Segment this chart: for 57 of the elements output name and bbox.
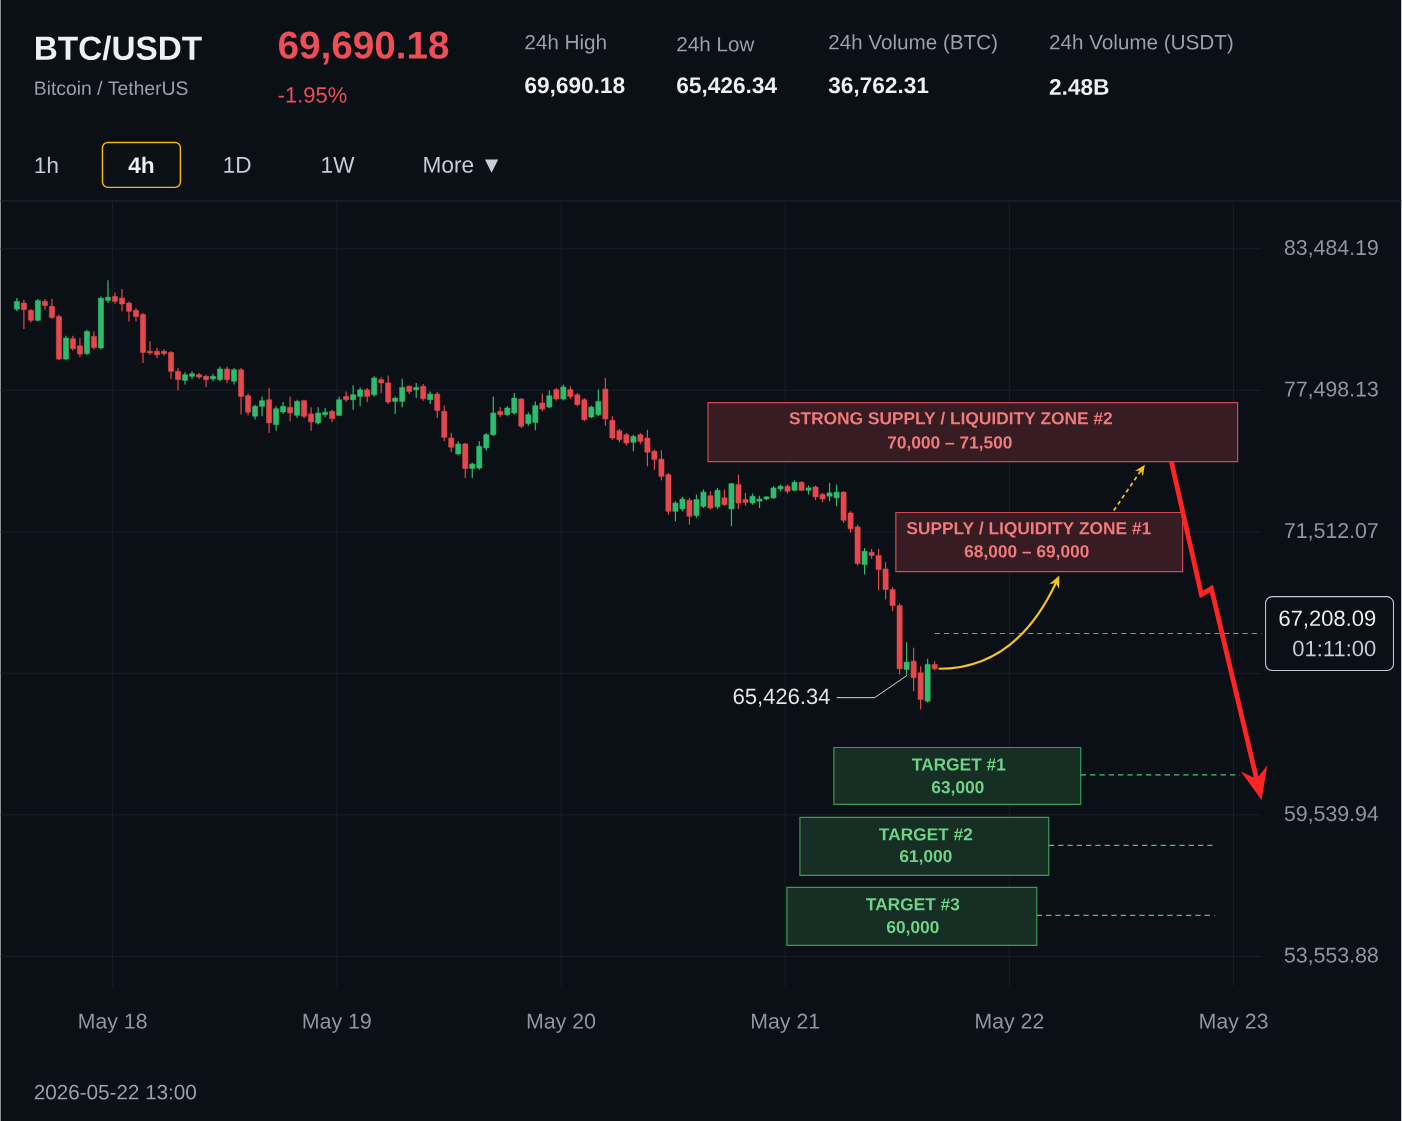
text: 2026-05-22 13:00 [34, 1084, 196, 1100]
candlestick [686, 497, 693, 526]
annotation: TARGET #2 [879, 828, 973, 841]
text: More ▼ [424, 156, 499, 173]
text: 65,426.34 [677, 77, 777, 97]
x-tick-label: May 20 [527, 1013, 596, 1033]
text: 24h Volume (USDT) [1050, 34, 1233, 54]
text: 24h Volume (BTC) [829, 34, 997, 54]
x-tick-label: May 18 [79, 1013, 147, 1033]
annotation: 68,000 – 69,000 [964, 545, 1089, 560]
candlestick [707, 490, 714, 511]
annotation: TARGET #3 [866, 898, 960, 911]
candlestick [434, 391, 441, 419]
annotation: 70,000 – 71,500 [887, 436, 1012, 451]
text: 01:11:00 [1293, 640, 1376, 657]
candlestick [714, 487, 721, 510]
candlestick [371, 375, 378, 397]
text: 24h High [525, 34, 606, 54]
x-tick-label: May 22 [976, 1013, 1044, 1033]
candlestick [63, 335, 69, 361]
text: 69,690.18 [525, 77, 625, 97]
y-tick-label: 53,553.88 [1284, 947, 1378, 966]
annotation: TARGET #1 [912, 758, 1006, 771]
text: 1W [322, 157, 355, 173]
text: 1h [35, 156, 58, 174]
annotation: 61,000 [899, 849, 952, 865]
candlestick [266, 387, 272, 434]
y-tick-label: 83,484.19 [1284, 239, 1378, 258]
annotation: 60,000 [886, 920, 939, 936]
x-tick-label: May 23 [1200, 1013, 1268, 1033]
y-tick-label: 59,539.94 [1284, 806, 1379, 824]
chart-subtitle: Bitcoin / TetherUS [35, 80, 188, 95]
annotation: 65,426.34 [733, 688, 830, 707]
candlestick [42, 298, 48, 311]
text: -1.95% [278, 87, 347, 103]
chart-title: BTC/USDT [36, 35, 202, 61]
y-tick-label: 71,512.07 [1285, 522, 1378, 541]
annotation: 63,000 [931, 780, 984, 796]
y-tick-label: 77,498.13 [1285, 381, 1378, 400]
text: 2.48B [1049, 78, 1109, 95]
candlestick [84, 329, 90, 356]
ref-line-label: 67,208.09 [1279, 610, 1376, 629]
text: 4h [128, 156, 154, 174]
candlestick [21, 299, 27, 330]
candlestick [287, 395, 293, 422]
x-tick-label: May 19 [303, 1013, 371, 1033]
candlestick [294, 399, 300, 419]
x-tick-label: May 21 [751, 1013, 820, 1033]
candlestick [861, 547, 868, 575]
text: 36,762.31 [828, 77, 929, 97]
candlestick [91, 330, 97, 351]
text: 1D [224, 157, 251, 173]
text: 69,690.18 [279, 31, 449, 65]
annotation: STRONG SUPPLY / LIQUIDITY ZONE #2 [789, 411, 1112, 428]
annotation: SUPPLY / LIQUIDITY ZONE #1 [906, 521, 1151, 538]
candlestick [903, 641, 910, 677]
text: 24h Low [677, 36, 755, 52]
